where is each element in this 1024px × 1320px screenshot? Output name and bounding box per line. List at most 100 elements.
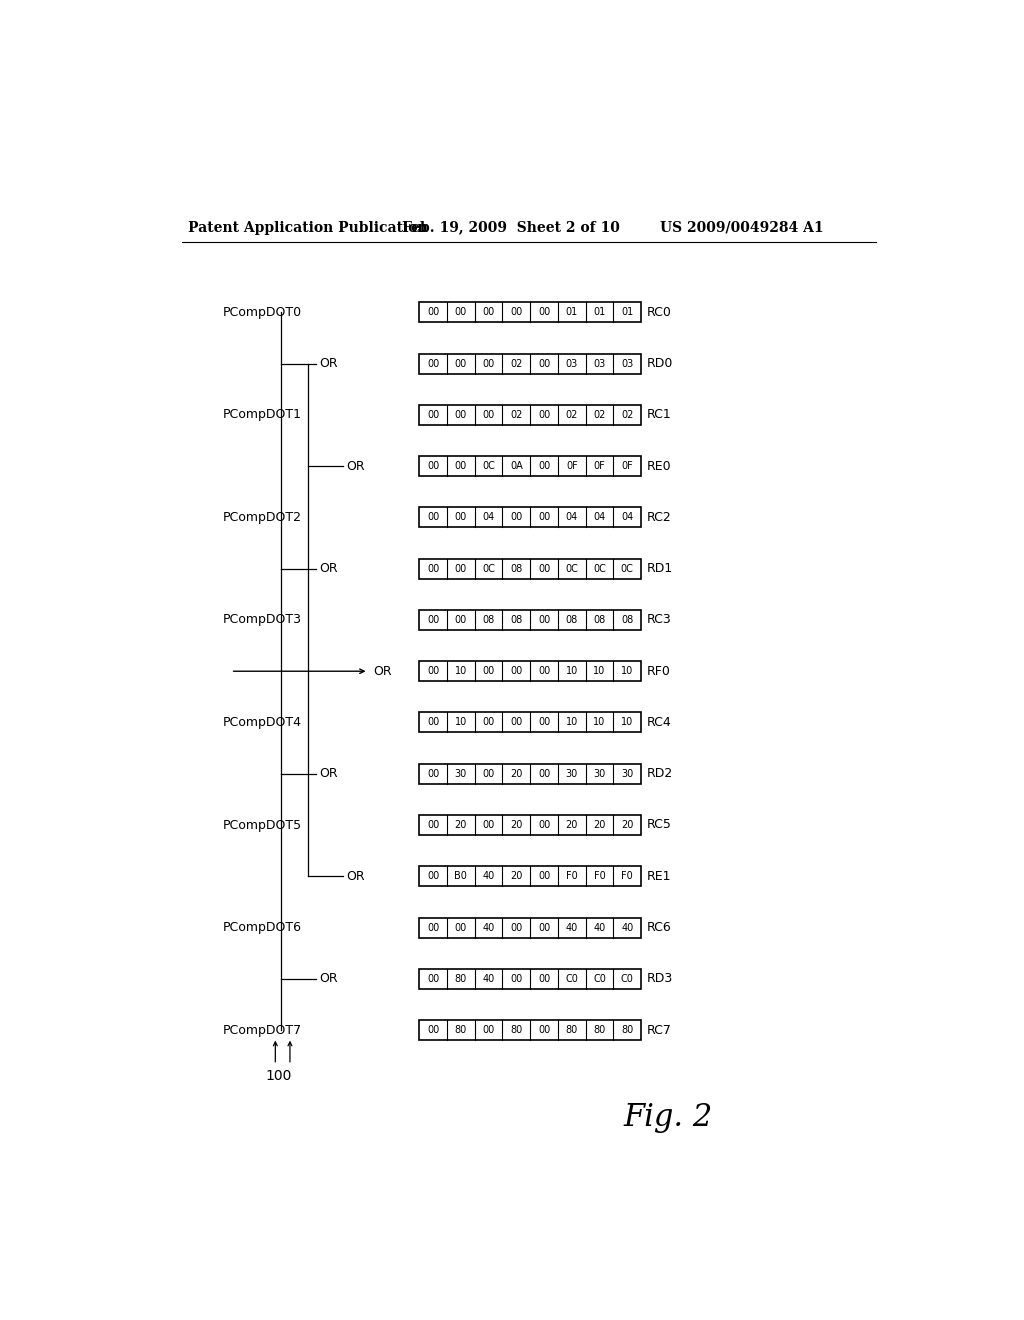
- Text: RC2: RC2: [647, 511, 672, 524]
- Text: 0F: 0F: [566, 461, 578, 471]
- Text: 00: 00: [482, 667, 495, 676]
- Text: F0: F0: [622, 871, 633, 882]
- Text: 00: 00: [427, 923, 439, 932]
- Text: RC6: RC6: [647, 921, 672, 935]
- Bar: [419, 507, 641, 528]
- Text: 00: 00: [538, 359, 550, 368]
- Text: OR: OR: [346, 870, 365, 883]
- Text: 00: 00: [538, 820, 550, 830]
- Text: RD3: RD3: [647, 973, 674, 985]
- Text: 08: 08: [565, 615, 578, 624]
- Text: 03: 03: [593, 359, 605, 368]
- Text: RE1: RE1: [647, 870, 672, 883]
- Bar: [419, 866, 641, 886]
- Text: RF0: RF0: [647, 665, 671, 677]
- Text: F0: F0: [566, 871, 578, 882]
- Text: OR: OR: [373, 665, 392, 677]
- Text: PCompDOT3: PCompDOT3: [223, 614, 302, 627]
- Text: 30: 30: [455, 768, 467, 779]
- Text: Fig. 2: Fig. 2: [624, 1102, 713, 1133]
- Text: RC1: RC1: [647, 408, 672, 421]
- Text: 00: 00: [538, 871, 550, 882]
- Text: 00: 00: [538, 512, 550, 523]
- Text: 00: 00: [538, 667, 550, 676]
- Text: 80: 80: [455, 1026, 467, 1035]
- Text: OR: OR: [319, 358, 338, 370]
- Text: 00: 00: [455, 411, 467, 420]
- Text: 0C: 0C: [482, 564, 495, 574]
- Text: 00: 00: [482, 411, 495, 420]
- Text: 10: 10: [455, 667, 467, 676]
- Text: 0C: 0C: [565, 564, 579, 574]
- Text: 40: 40: [565, 923, 578, 932]
- Text: RC3: RC3: [647, 614, 672, 627]
- Text: 00: 00: [538, 411, 550, 420]
- Text: 00: 00: [510, 923, 522, 932]
- Text: 00: 00: [510, 308, 522, 317]
- Text: 03: 03: [565, 359, 578, 368]
- Text: 04: 04: [622, 512, 633, 523]
- Text: 40: 40: [593, 923, 605, 932]
- Text: 00: 00: [427, 308, 439, 317]
- Bar: [419, 405, 641, 425]
- Text: 02: 02: [510, 359, 522, 368]
- Bar: [419, 302, 641, 322]
- Text: 0F: 0F: [622, 461, 633, 471]
- Text: 00: 00: [510, 667, 522, 676]
- Text: 20: 20: [510, 768, 522, 779]
- Text: 10: 10: [565, 667, 578, 676]
- Text: 00: 00: [455, 308, 467, 317]
- Text: PCompDOT7: PCompDOT7: [223, 1023, 302, 1036]
- Bar: [419, 457, 641, 477]
- Text: Feb. 19, 2009  Sheet 2 of 10: Feb. 19, 2009 Sheet 2 of 10: [401, 220, 620, 235]
- Text: RE0: RE0: [647, 459, 672, 473]
- Text: 20: 20: [565, 820, 578, 830]
- Text: 10: 10: [593, 718, 605, 727]
- Bar: [419, 764, 641, 784]
- Text: 00: 00: [538, 974, 550, 983]
- Text: 10: 10: [593, 667, 605, 676]
- Text: RD1: RD1: [647, 562, 674, 576]
- Text: 02: 02: [565, 411, 578, 420]
- Text: 10: 10: [565, 718, 578, 727]
- Bar: [419, 713, 641, 733]
- Text: 30: 30: [622, 768, 633, 779]
- Text: 04: 04: [565, 512, 578, 523]
- Text: 00: 00: [482, 359, 495, 368]
- Text: 01: 01: [593, 308, 605, 317]
- Text: 00: 00: [510, 718, 522, 727]
- Text: 00: 00: [427, 768, 439, 779]
- Text: 00: 00: [427, 461, 439, 471]
- Text: PCompDOT4: PCompDOT4: [223, 715, 302, 729]
- Text: 00: 00: [538, 1026, 550, 1035]
- Text: 20: 20: [621, 820, 634, 830]
- Text: 80: 80: [593, 1026, 605, 1035]
- Text: OR: OR: [346, 459, 365, 473]
- Text: 40: 40: [482, 974, 495, 983]
- Text: 80: 80: [510, 1026, 522, 1035]
- Text: 100: 100: [265, 1069, 292, 1084]
- Text: 00: 00: [427, 615, 439, 624]
- Text: 10: 10: [455, 718, 467, 727]
- Text: 80: 80: [565, 1026, 578, 1035]
- Text: 0A: 0A: [510, 461, 522, 471]
- Text: RC4: RC4: [647, 715, 672, 729]
- Text: 00: 00: [482, 1026, 495, 1035]
- Text: PCompDOT1: PCompDOT1: [223, 408, 302, 421]
- Text: 0C: 0C: [621, 564, 634, 574]
- Text: 00: 00: [455, 359, 467, 368]
- Text: 03: 03: [622, 359, 633, 368]
- Text: 08: 08: [510, 564, 522, 574]
- Text: 08: 08: [622, 615, 633, 624]
- Text: 02: 02: [621, 411, 634, 420]
- Text: 40: 40: [622, 923, 633, 932]
- Text: 0C: 0C: [482, 461, 495, 471]
- Text: 00: 00: [427, 411, 439, 420]
- Text: 00: 00: [482, 820, 495, 830]
- Text: 00: 00: [510, 512, 522, 523]
- Text: PCompDOT5: PCompDOT5: [223, 818, 302, 832]
- Text: 00: 00: [455, 512, 467, 523]
- Text: 20: 20: [593, 820, 605, 830]
- Text: 00: 00: [455, 564, 467, 574]
- Text: 00: 00: [455, 461, 467, 471]
